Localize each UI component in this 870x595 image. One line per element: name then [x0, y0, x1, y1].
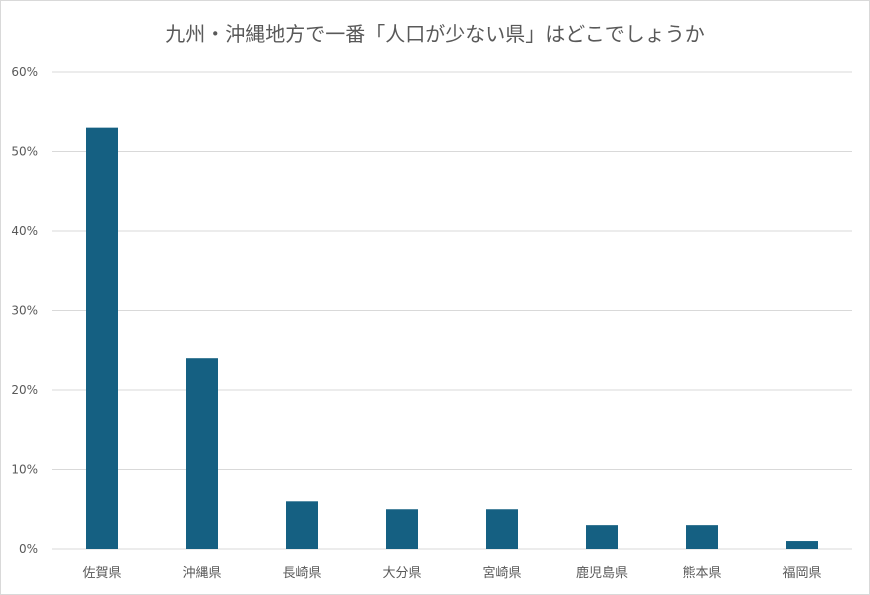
bar-福岡県 — [786, 541, 818, 549]
y-tick-label: 40% — [11, 224, 38, 238]
x-tick-label: 沖縄県 — [182, 566, 221, 581]
bar-長崎県 — [286, 501, 318, 549]
y-tick-label: 30% — [11, 304, 38, 318]
x-tick-label: 熊本県 — [682, 565, 721, 581]
x-tick-label: 大分県 — [382, 566, 421, 581]
bar-大分県 — [386, 509, 418, 549]
y-tick-label: 0% — [19, 542, 38, 556]
bar-沖縄県 — [186, 358, 218, 549]
y-tick-label: 60% — [11, 65, 38, 79]
x-tick-label: 佐賀県 — [82, 566, 121, 581]
x-tick-label: 鹿児島県 — [576, 565, 628, 581]
y-tick-label: 10% — [11, 463, 38, 477]
bar-熊本県 — [686, 525, 718, 549]
bar-鹿児島県 — [586, 525, 618, 549]
bar-宮崎県 — [486, 509, 518, 549]
bar-佐賀県 — [86, 127, 118, 550]
x-tick-label: 長崎県 — [282, 566, 321, 581]
y-tick-label: 50% — [11, 145, 38, 159]
x-tick-label: 福岡県 — [782, 566, 821, 581]
chart-title: 九州・沖縄地方で一番「人口が少ない県」はどこでしょうか — [165, 22, 705, 46]
x-tick-label: 宮崎県 — [482, 565, 521, 581]
y-tick-label: 20% — [11, 383, 38, 397]
